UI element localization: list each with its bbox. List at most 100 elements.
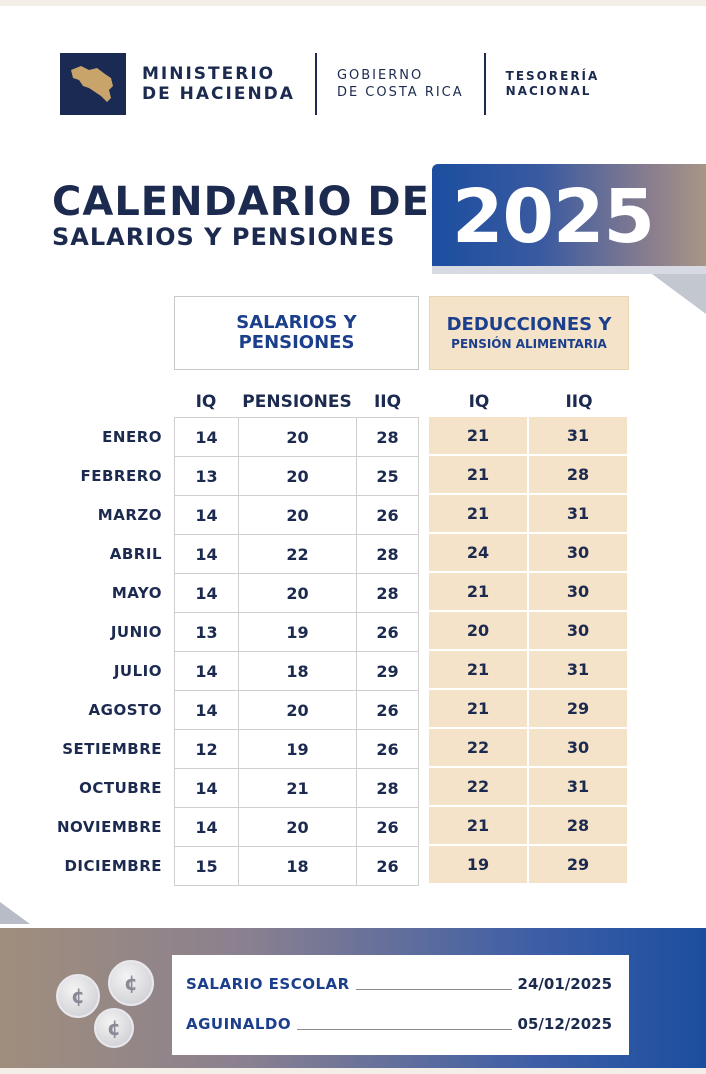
column-header-pensiones: PENSIONES (242, 392, 352, 412)
table-cell-iq: 14 (175, 691, 239, 730)
aguinaldo-row: AGUINALDO 05/12/2025 (186, 1012, 612, 1036)
table-cell-iiq: 26 (357, 496, 419, 535)
table-cell-ded-iq: 21 (429, 807, 529, 846)
deducciones-group-header: DEDUCCIONES Y PENSIÓN ALIMENTARIA (429, 296, 629, 370)
table-cell-iq: 14 (175, 535, 239, 574)
table-cell-ded-iiq: 29 (529, 846, 629, 885)
table-row: 13 19 26 (175, 613, 419, 652)
title-line2: SALARIOS Y PENSIONES (52, 223, 396, 251)
month-label: ENERO (102, 427, 162, 446)
costa-rica-map-logo (60, 53, 126, 115)
table-row: 21 30 (429, 573, 629, 612)
table-row: 19 29 (429, 846, 629, 885)
special-payments-card: SALARIO ESCOLAR 24/01/2025 AGUINALDO 05/… (172, 955, 629, 1055)
ministry-name: MINISTERIO DE HACIENDA (142, 64, 295, 104)
colon-coin-icon: ¢ (108, 960, 154, 1006)
government-name: GOBIERNO DE COSTA RICA (337, 67, 464, 101)
column-header-ded-iq: IQ (468, 392, 490, 412)
table-row: 21 29 (429, 690, 629, 729)
table-cell-ded-iq: 21 (429, 690, 529, 729)
table-row: 14 20 26 (175, 808, 419, 847)
tes-line2: NACIONAL (505, 84, 592, 98)
table-cell-ded-iq: 24 (429, 534, 529, 573)
table-row: 12 19 26 (175, 730, 419, 769)
aguinaldo-label: AGUINALDO (186, 1015, 292, 1033)
table-cell-iiq: 26 (357, 613, 419, 652)
colon-coin-icon: ¢ (56, 974, 100, 1018)
table-cell-pensiones: 20 (239, 418, 357, 457)
divider (314, 53, 317, 115)
table-cell-iiq: 25 (357, 457, 419, 496)
table-cell-iiq: 28 (357, 535, 419, 574)
table-cell-ded-iq: 21 (429, 573, 529, 612)
table-cell-iq: 14 (175, 574, 239, 613)
table-row: 22 30 (429, 729, 629, 768)
table-row: 21 31 (429, 495, 629, 534)
calendar-page: MINISTERIO DE HACIENDA GOBIERNO DE COSTA… (0, 6, 706, 1068)
table-row: 22 31 (429, 768, 629, 807)
month-label: DICIEMBRE (64, 856, 162, 875)
table-cell-pensiones: 20 (239, 691, 357, 730)
salarios-group-header: SALARIOS Y PENSIONES (174, 296, 419, 370)
deducciones-table: 21 31 21 28 21 31 24 30 21 30 20 30 21 31 21 29 22 30 22 31… (429, 417, 629, 885)
table-row: 13 20 25 (175, 457, 419, 496)
treasury-name: TESORERÍA NACIONAL (506, 69, 600, 99)
divider (483, 53, 486, 115)
gov-line2: DE COSTA RICA (336, 85, 464, 100)
table-cell-pensiones: 19 (239, 730, 357, 769)
table-cell-iq: 13 (175, 457, 239, 496)
table-cell-iq: 14 (175, 652, 239, 691)
table-cell-ded-iq: 20 (429, 612, 529, 651)
table-cell-iq: 14 (175, 769, 239, 808)
table-row: 20 30 (429, 612, 629, 651)
salarios-header-line1: SALARIOS Y (236, 312, 357, 333)
decorative-triangle (652, 274, 706, 314)
deducciones-header-line1: DEDUCCIONES Y (446, 314, 612, 335)
table-cell-ded-iq: 22 (429, 768, 529, 807)
banner-shadow (432, 266, 706, 274)
table-cell-iiq: 28 (357, 769, 419, 808)
table-row: 14 22 28 (175, 535, 419, 574)
table-cell-ded-iiq: 31 (529, 495, 629, 534)
table-cell-ded-iiq: 31 (529, 417, 629, 456)
table-cell-iiq: 26 (357, 847, 419, 886)
table-cell-ded-iq: 19 (429, 846, 529, 885)
column-header-iiq: IIQ (373, 392, 402, 412)
table-cell-iq: 14 (175, 808, 239, 847)
table-cell-iiq: 26 (357, 808, 419, 847)
ministry-line2: DE HACIENDA (142, 84, 295, 104)
table-cell-pensiones: 18 (239, 847, 357, 886)
table-cell-ded-iiq: 28 (529, 807, 629, 846)
table-cell-ded-iiq: 29 (529, 690, 629, 729)
ministry-line1: MINISTERIO (142, 64, 276, 84)
table-cell-pensiones: 20 (239, 496, 357, 535)
table-cell-ded-iiq: 30 (529, 534, 629, 573)
table-cell-pensiones: 20 (239, 808, 357, 847)
month-label: OCTUBRE (79, 778, 162, 797)
table-cell-pensiones: 18 (239, 652, 357, 691)
table-row: 14 20 26 (175, 691, 419, 730)
table-row: 21 28 (429, 456, 629, 495)
month-labels: ENERO FEBRERO MARZO ABRIL MAYO JUNIO JULIO AGOS… (40, 417, 162, 885)
table-cell-ded-iq: 21 (429, 495, 529, 534)
table-cell-pensiones: 21 (239, 769, 357, 808)
table-cell-ded-iiq: 30 (529, 612, 629, 651)
table-row: 21 31 (429, 417, 629, 456)
deducciones-header-line2: PENSIÓN ALIMENTARIA (451, 337, 607, 351)
colon-coin-icon: ¢ (94, 1008, 134, 1048)
month-label: JULIO (113, 661, 162, 680)
table-row: 15 18 26 (175, 847, 419, 886)
leader-line (297, 1018, 512, 1030)
salario-escolar-date: 24/01/2025 (517, 975, 612, 993)
header: MINISTERIO DE HACIENDA GOBIERNO DE COSTA… (60, 52, 599, 116)
month-label: FEBRERO (80, 466, 162, 485)
salarios-header-line2: PENSIONES (238, 332, 355, 353)
tes-line1: TESORERÍA (505, 69, 600, 83)
table-cell-iiq: 29 (357, 652, 419, 691)
table-cell-ded-iiq: 28 (529, 456, 629, 495)
table-cell-iq: 15 (175, 847, 239, 886)
table-cell-iiq: 28 (357, 574, 419, 613)
table-row: 21 28 (429, 807, 629, 846)
table-cell-iq: 13 (175, 613, 239, 652)
table-row: 14 20 26 (175, 496, 419, 535)
